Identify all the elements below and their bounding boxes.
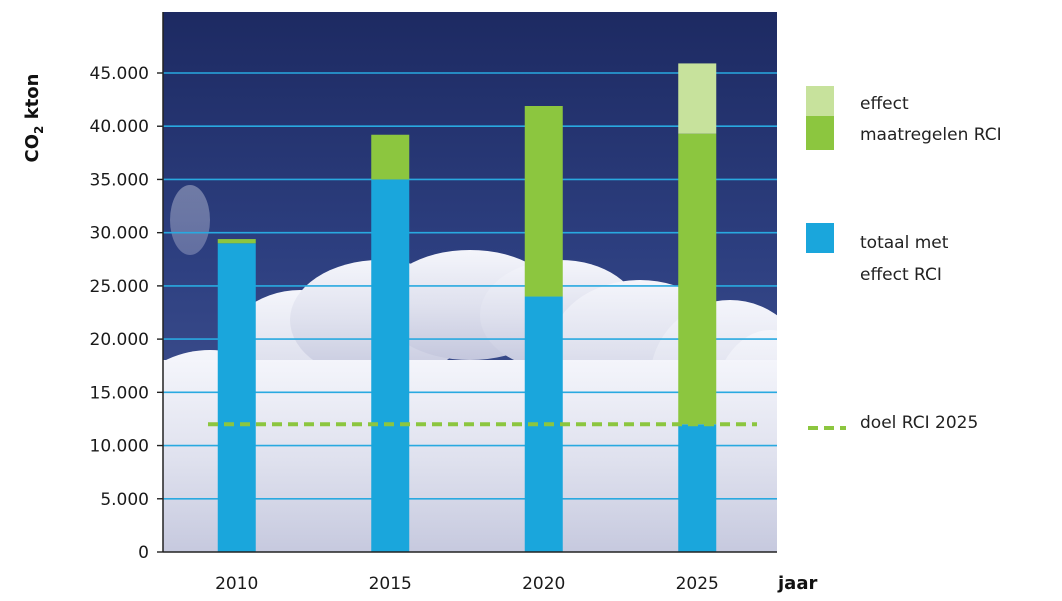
bar-segment-2025-1 [678, 133, 717, 425]
axes [162, 12, 777, 553]
legend-label-effect: effect [860, 94, 909, 114]
x-tick-label: 2025 [676, 574, 719, 594]
y-ticks: 0 5.000 10.000 15.000 20.000 25.000 30.000 35.0… [90, 64, 163, 563]
y-tick-label: 15.000 [90, 383, 149, 403]
y-tick-label: 35.000 [90, 170, 149, 190]
x-tick-label: 2015 [369, 574, 412, 594]
legend-swatch-maatregelen [806, 116, 834, 150]
x-axis-title: jaar [777, 573, 817, 594]
bar-segment-2015-0 [371, 179, 410, 552]
bar-segment-2025-0 [678, 424, 717, 552]
y-axis-title-rest: kton [22, 74, 43, 126]
legend-label-totaal-line1: totaal met [860, 233, 949, 253]
bar-segment-2025-2 [678, 63, 717, 134]
y-axis-title: CO2 kton [22, 74, 46, 163]
y-tick-label: 5.000 [100, 490, 149, 510]
sky-background [163, 12, 777, 552]
gridlines [163, 72, 777, 500]
y-tick-label: 45.000 [90, 64, 149, 84]
y-tick-label: 20.000 [90, 330, 149, 350]
legend-label-doel: doel RCI 2025 [860, 413, 978, 433]
y-tick-label: 25.000 [90, 277, 149, 297]
bar-segment-2010-1 [217, 239, 256, 244]
x-tick-label: 2010 [215, 574, 258, 594]
legend-label-maatregelen: maatregelen RCI [860, 125, 1002, 145]
x-ticks: 2010 2015 2020 2025 [215, 574, 719, 594]
y-tick-label: 30.000 [90, 224, 149, 244]
y-tick-label: 40.000 [90, 117, 149, 137]
legend-swatch-effect [806, 86, 834, 116]
y-axis-title-subscript: 2 [32, 126, 46, 134]
legend: effect maatregelen RCI totaal met effect… [806, 86, 1002, 433]
y-tick-label: 0 [138, 543, 149, 563]
y-tick-label: 10.000 [90, 437, 149, 457]
bar-segment-2020-1 [524, 105, 563, 297]
bar-segment-2010-0 [217, 243, 256, 553]
legend-label-totaal-line2: effect RCI [860, 265, 942, 285]
bar-segment-2015-1 [371, 134, 410, 180]
x-tick-label: 2020 [522, 574, 565, 594]
legend-swatch-totaal [806, 223, 834, 253]
bars [217, 63, 717, 553]
